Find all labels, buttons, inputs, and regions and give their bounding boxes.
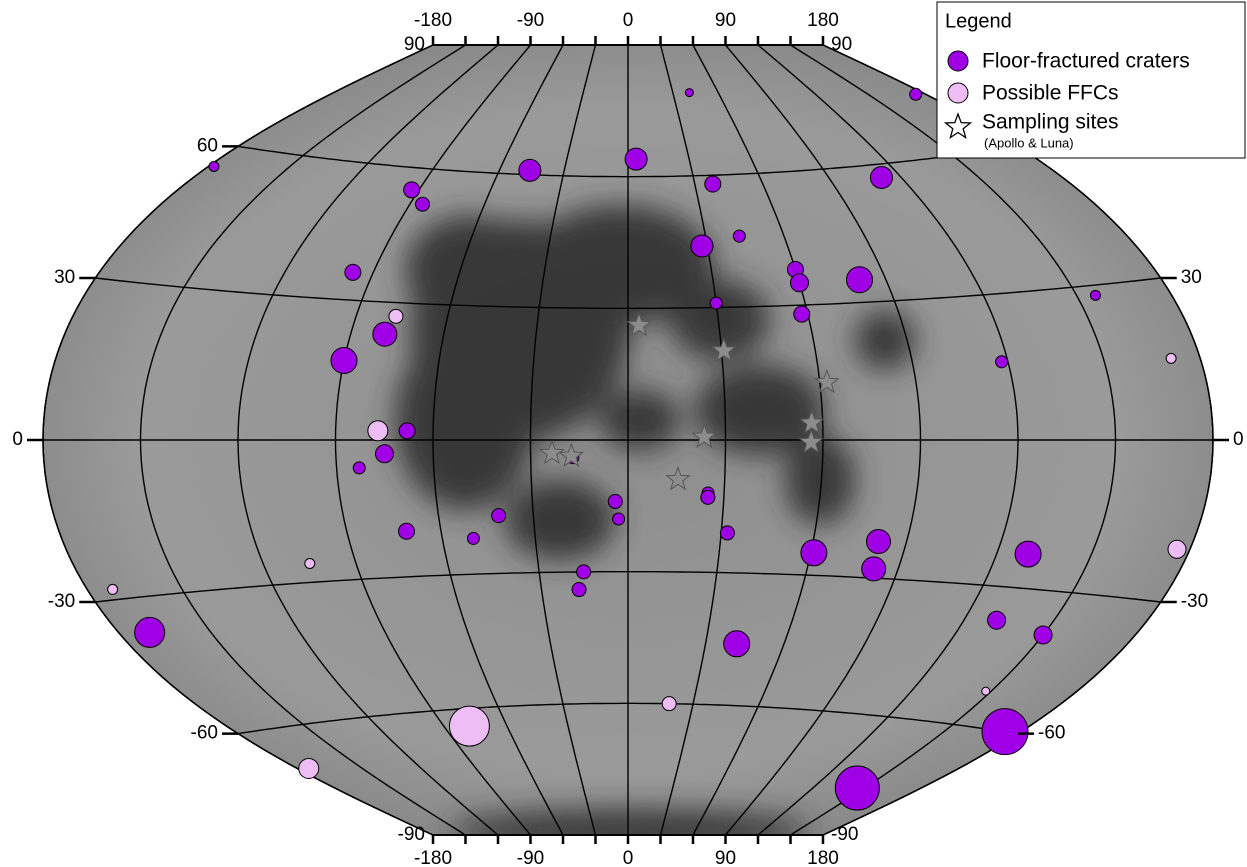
lon-label: 180 [807,10,839,31]
ffc-crater [866,529,890,553]
lon-label: -180 [414,848,452,867]
ffc-crater [862,557,886,581]
lat-label: -90 [831,824,858,845]
ffc-crater [373,322,397,346]
ffc-crater [399,523,415,539]
ffc-crater [1015,541,1041,567]
ffc-crater [608,494,622,508]
ffc-crater [375,445,393,463]
legend-swatch [948,51,968,71]
legend-label: Floor-fractured craters [982,50,1190,73]
lat-label: -60 [1038,723,1065,744]
legend: Legend Floor-fractured craters Possible … [937,2,1245,158]
ffc-crater [790,274,808,292]
possible-ffc [1166,353,1176,363]
lat-label: -30 [48,591,75,612]
possible-ffc [305,558,315,568]
possible-ffc [108,584,118,594]
ffc-crater [1034,626,1052,644]
ffc-crater [135,617,165,647]
lat-label: -30 [1181,591,1208,612]
lat-label: 0 [12,429,23,450]
legend-swatch [948,83,968,103]
ffc-crater [982,709,1028,755]
lat-label: -90 [398,824,425,845]
ffc-crater [988,611,1006,629]
legend-note: (Apollo & Luna) [984,135,1074,150]
ffc-crater [701,490,715,504]
ffc-crater [492,509,506,523]
possible-ffc [662,697,676,711]
lon-label: 0 [623,848,634,867]
ffc-crater [691,235,713,257]
lon-label: -180 [414,10,452,31]
possible-ffc [1168,540,1186,558]
lat-label: 30 [1181,267,1202,288]
possible-ffc [449,706,489,746]
map-figure: -180 -90 0 90 180 -180 -90 0 90 180 90 60 30 0 -30 -60 -… [0,0,1247,867]
legend-title: Legend [945,10,1012,32]
ffc-crater [577,565,591,579]
possible-ffc [299,758,319,778]
lat-label: 60 [197,135,218,156]
lon-label: -90 [517,848,544,867]
lon-label: 180 [807,848,839,867]
ffc-crater [710,297,722,309]
lat-label: 90 [831,34,852,55]
ffc-crater [870,166,892,188]
lon-label: 0 [623,10,634,31]
ffc-crater [1090,290,1100,300]
ffc-crater [467,532,479,544]
lon-label: 90 [715,848,736,867]
possible-ffc [389,309,403,323]
ffc-crater [801,540,827,566]
ffc-crater [399,423,415,439]
legend-label: Sampling sites [982,111,1119,134]
lat-label: 90 [404,34,425,55]
possible-ffc [982,687,990,695]
ffc-crater [613,513,625,525]
ffc-crater [835,766,879,810]
lat-label: -60 [191,723,218,744]
lon-label: 90 [715,10,736,31]
ffc-crater [847,267,873,293]
ffc-crater [996,356,1008,368]
ffc-crater [209,161,219,171]
ffc-crater [519,159,541,181]
ffc-crater [572,583,586,597]
ffc-crater [910,88,922,100]
ffc-crater [705,176,721,192]
ffc-crater [794,306,810,322]
lat-label: 0 [1233,429,1244,450]
ffc-crater [625,148,647,170]
legend-label: Possible FFCs [982,82,1119,105]
ffc-crater [404,182,420,198]
ffc-crater [353,462,365,474]
ffc-crater [720,526,734,540]
lon-label: -90 [517,10,544,31]
ffc-crater [416,197,430,211]
possible-ffc [368,421,388,441]
ffc-crater [345,264,361,280]
ffc-crater [733,230,745,242]
ffc-crater [724,631,750,657]
lat-label: 30 [54,267,75,288]
ffc-crater [331,347,357,373]
ffc-crater [685,89,693,97]
